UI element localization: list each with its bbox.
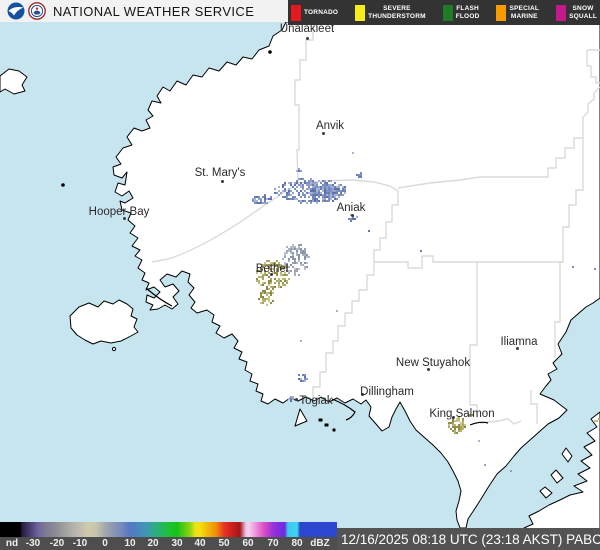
legend-swatch <box>442 4 453 21</box>
colorbar-tick-30: 30 <box>171 538 183 549</box>
header-branding: NATIONAL WEATHER SERVICE <box>0 0 254 22</box>
colorbar-gradient <box>0 522 337 537</box>
legend-swatch <box>291 4 301 21</box>
legend-label: SPECIAL MARINE <box>509 4 540 20</box>
nunivak-island <box>69 299 139 345</box>
togiak-bay-island <box>294 408 308 427</box>
radar-echo-layer <box>252 152 600 472</box>
kodiak-corner <box>523 411 600 550</box>
colorbar-tick-dBZ: dBZ <box>310 538 330 549</box>
colorbar-tick-40: 40 <box>194 538 206 549</box>
colorbar-tick-80: 80 <box>291 538 303 549</box>
legend-swatch <box>556 4 567 21</box>
warning-legend: TORNADO SEVERE THUNDERSTORM FLASH FLOOD SPE… <box>288 0 600 25</box>
legend-item-snow-squall: SNOW SQUALL <box>556 4 597 21</box>
nelson-channel <box>145 287 173 307</box>
timestamp-text: 12/16/2025 08:18 UTC (23:18 AKST) PABC <box>341 531 600 547</box>
colorbar-tick--10: -10 <box>72 538 88 549</box>
legend-swatch <box>355 4 366 21</box>
nushagak-river <box>331 398 356 421</box>
radar-map: Unalakleet Anvik St. Mary's Hooper Bay Aniak… <box>0 22 600 550</box>
colorbar-tick-0: 0 <box>102 538 108 549</box>
stuart-island <box>0 68 28 95</box>
mainland <box>112 22 600 529</box>
nws-title: NATIONAL WEATHER SERVICE <box>53 3 255 19</box>
colorbar-tick-nd: nd <box>5 538 19 549</box>
naknek-river <box>469 421 489 426</box>
commerce-seal-logo <box>28 2 46 20</box>
rivers <box>145 287 489 426</box>
legend-label: TORNADO <box>304 8 339 16</box>
zone-borders <box>151 22 600 425</box>
reflectivity-colorbar: nd -30 -20 -10 0 10 20 30 40 50 60 70 80 dBZ <box>0 522 337 550</box>
legend-label: FLASH FLOOD <box>455 4 480 20</box>
legend-label: SEVERE THUNDERSTORM <box>368 4 426 20</box>
islands <box>0 50 336 432</box>
legend-item-flash-flood: FLASH FLOOD <box>442 4 480 21</box>
legend-item-severe-thunderstorm: SEVERE THUNDERSTORM <box>355 4 426 21</box>
legend-item-tornado: TORNADO <box>291 4 339 21</box>
colorbar-tick-10: 10 <box>124 538 136 549</box>
header-bar: NATIONAL WEATHER SERVICE TORNADO SEVERE T… <box>0 0 600 25</box>
colorbar-tick-20: 20 <box>147 538 159 549</box>
noaa-logo <box>7 2 25 20</box>
colorbar-tick-60: 60 <box>242 538 254 549</box>
legend-swatch <box>496 4 507 21</box>
colorbar-tick-50: 50 <box>218 538 230 549</box>
status-bar: 12/16/2025 08:18 UTC (23:18 AKST) PABC <box>337 528 600 550</box>
legend-item-special-marine: SPECIAL MARINE <box>496 4 540 21</box>
colorbar-tick--20: -20 <box>49 538 65 549</box>
map-canvas <box>0 22 600 550</box>
legend-label: SNOW SQUALL <box>569 4 597 20</box>
colorbar-ticks: nd -30 -20 -10 0 10 20 30 40 50 60 70 80 dBZ <box>0 537 337 550</box>
colorbar-tick--30: -30 <box>25 538 41 549</box>
colorbar-tick-70: 70 <box>267 538 279 549</box>
